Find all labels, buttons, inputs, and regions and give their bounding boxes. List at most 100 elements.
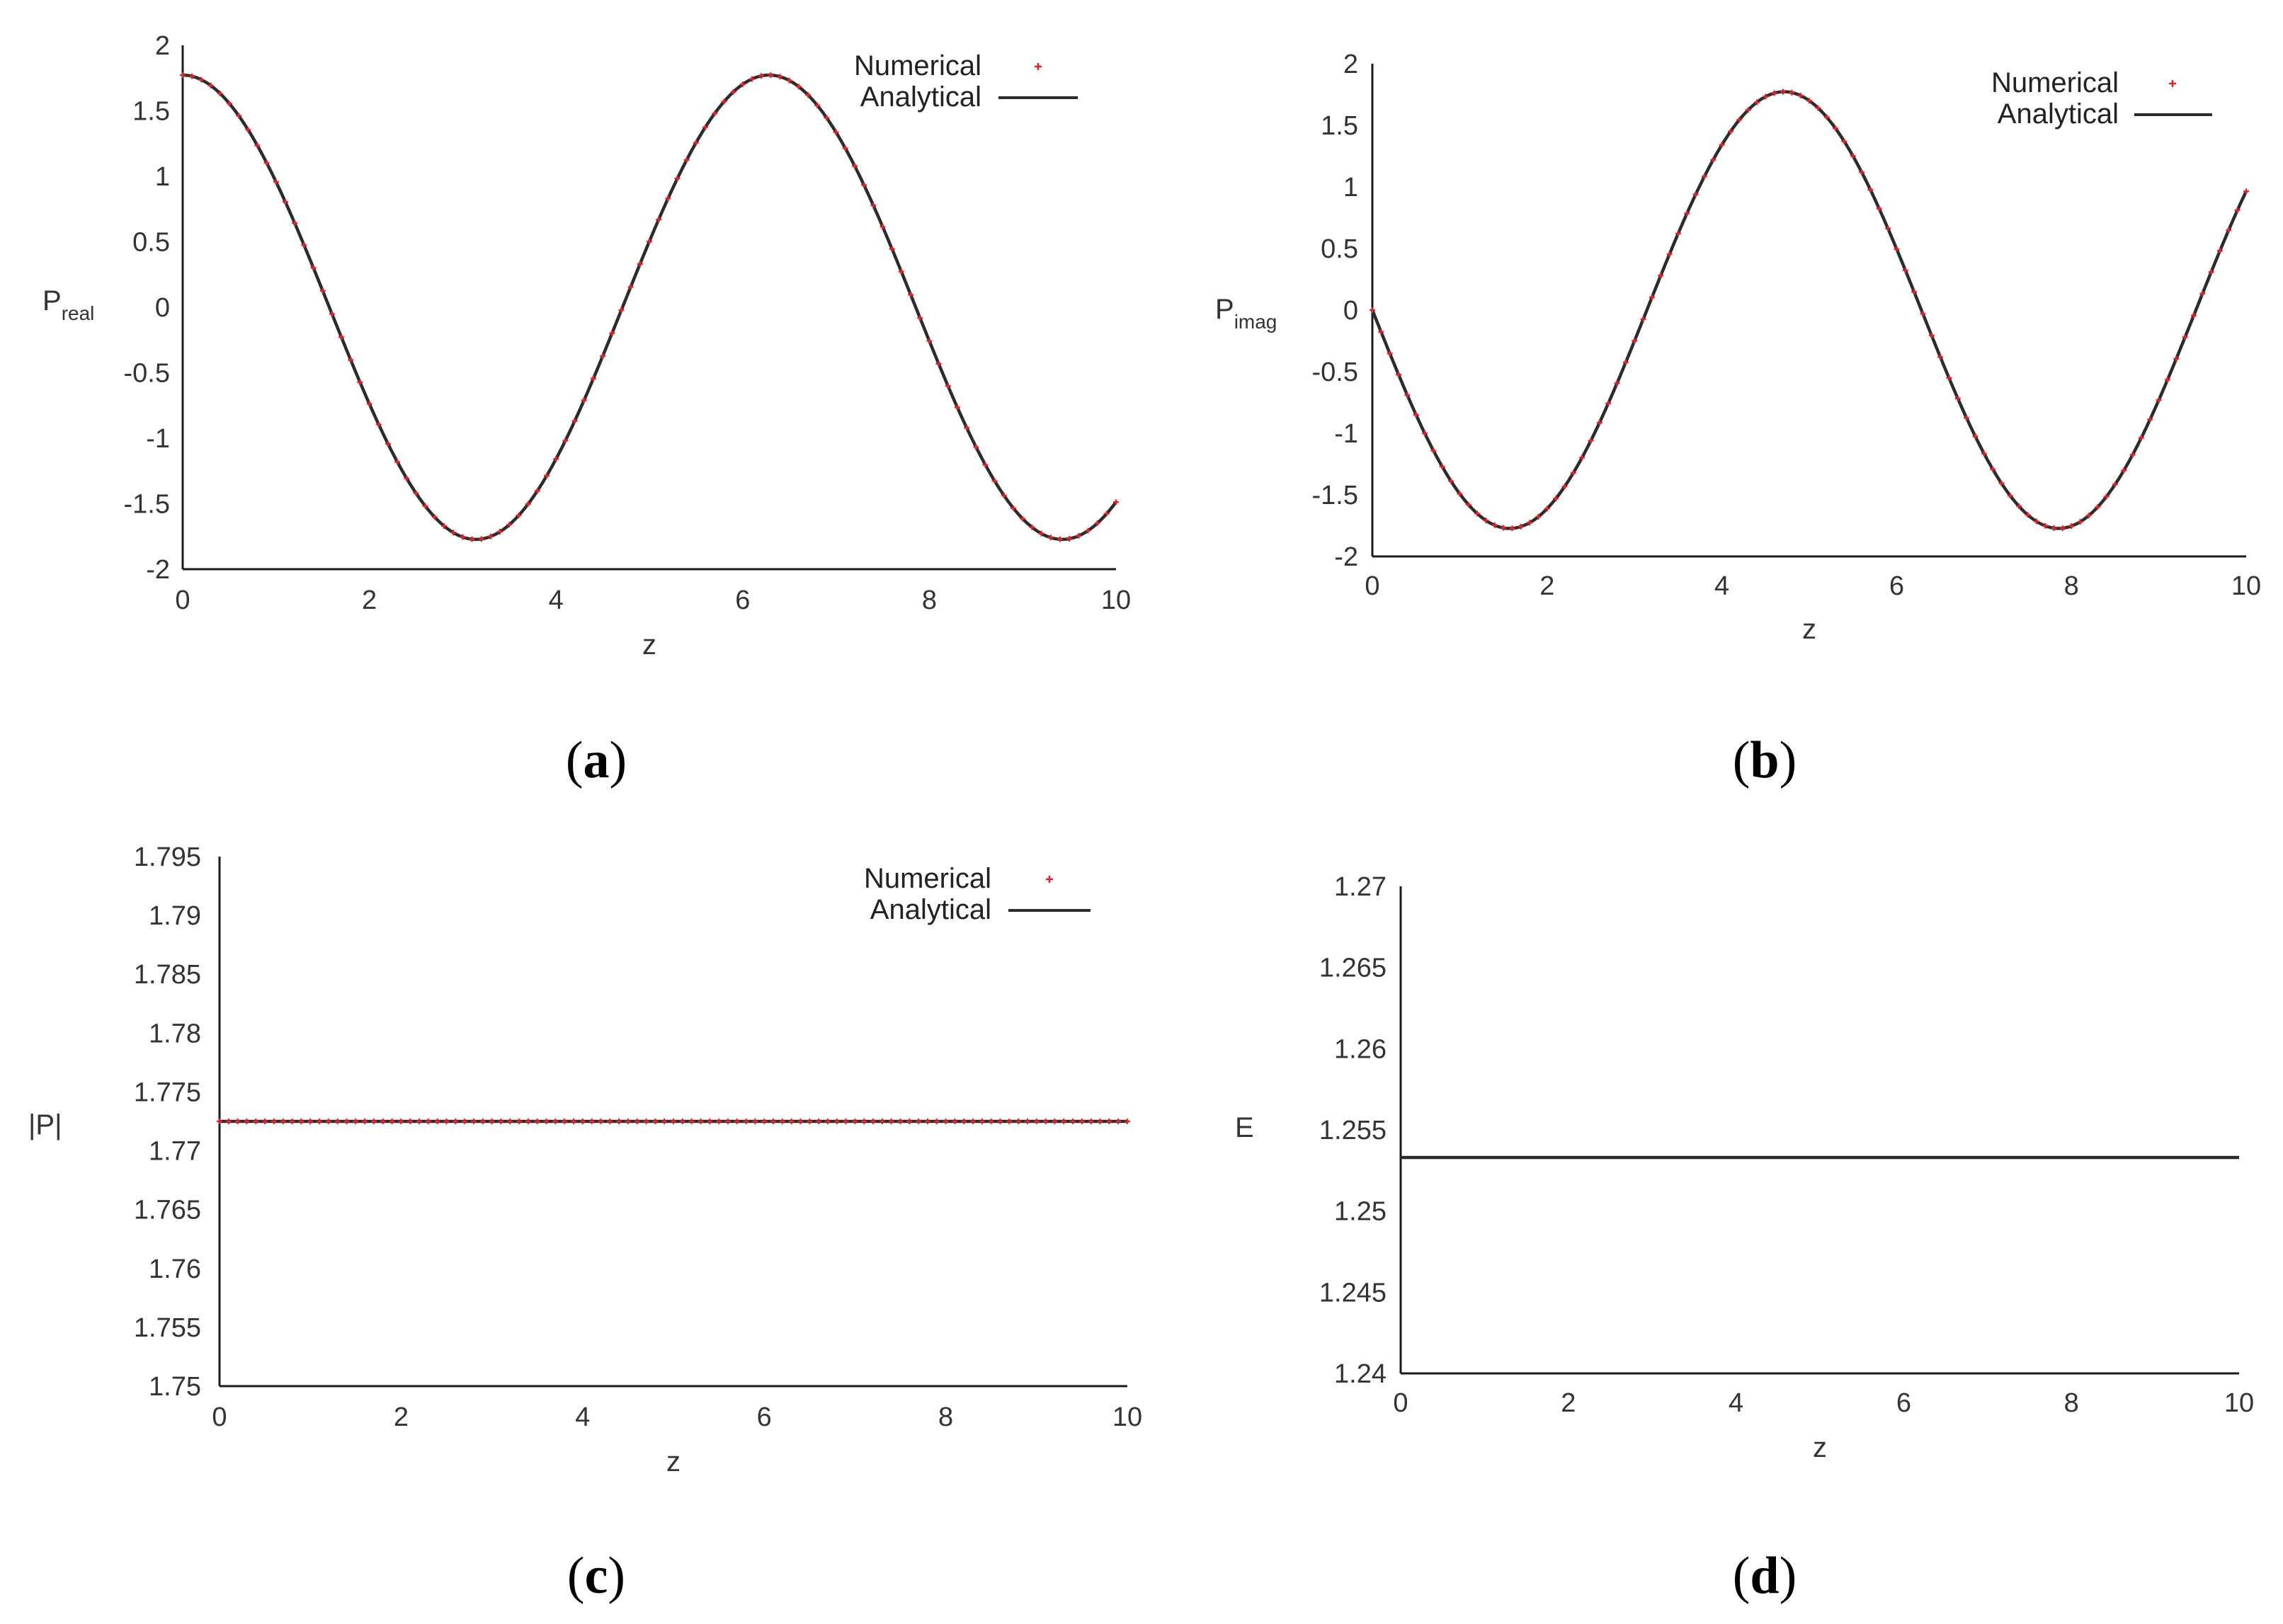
numerical-data-point (2129, 452, 2136, 458)
x-tick-label: 2 (362, 585, 377, 615)
numerical-data-point (552, 1119, 559, 1124)
numerical-data-point (470, 1119, 477, 1124)
numerical-data-point (1876, 205, 1882, 212)
numerical-data-point (370, 1119, 377, 1124)
y-tick-label: 1.26 (1334, 1034, 1387, 1064)
numerical-data-point (562, 1119, 568, 1124)
numerical-data-point (961, 1119, 967, 1124)
numerical-data-point (1850, 153, 1856, 159)
x-tick-label: 2 (1539, 571, 1554, 601)
numerical-data-point (1038, 530, 1044, 537)
numerical-data-point (661, 1119, 668, 1124)
numerical-data-point (1727, 128, 1733, 135)
numerical-data-point (394, 459, 401, 465)
numerical-data-point (1088, 1119, 1094, 1124)
numerical-data-point (2234, 207, 2241, 213)
numerical-data-point (416, 1119, 423, 1124)
x-tick-label: 6 (1896, 1388, 1911, 1418)
numerical-data-point (2085, 513, 2092, 519)
numerical-data-point (1911, 289, 1918, 295)
y-axis-label: E (1235, 1112, 1254, 1143)
numerical-data-point (824, 115, 830, 121)
numerical-data-point (1448, 478, 1454, 484)
numerical-data-point (1797, 93, 1804, 98)
numerical-data-point (462, 1119, 468, 1124)
numerical-data-point (1457, 491, 1463, 497)
numerical-data-point (656, 217, 662, 223)
numerical-data-point (1076, 532, 1082, 539)
numerical-data-point (2095, 504, 2101, 510)
y-tick-label: 1.24 (1334, 1359, 1387, 1389)
numerical-data-point (338, 334, 345, 341)
numerical-data-point (1649, 295, 1655, 300)
numerical-data-point (207, 82, 214, 88)
y-tick-label: 2 (155, 31, 170, 61)
numerical-data-point (945, 383, 951, 389)
x-tick-label: 4 (1714, 571, 1729, 601)
numerical-data-point (1684, 210, 1690, 217)
numerical-data-point (861, 1119, 867, 1124)
y-tick-label: -1.5 (1312, 481, 1358, 510)
numerical-data-point (788, 1119, 795, 1124)
caption-b-letter: b (1750, 731, 1779, 789)
legend-numerical-label: Numerical (864, 863, 991, 894)
panel-b: -2 -1.5 -1 -0.5 0 0.5 1 1.5 2 0 2 4 6 8 10 z Pimag Numeri… (1215, 50, 2261, 645)
numerical-data-point (1518, 523, 1524, 530)
numerical-data-point (469, 536, 475, 542)
numerical-data-point (2033, 518, 2039, 525)
numerical-data-point (870, 202, 877, 209)
y-tick-label: 0 (155, 293, 170, 323)
numerical-data-point (1474, 510, 1481, 517)
numerical-data-point (2243, 188, 2249, 195)
y-axis-label: |P| (28, 1109, 62, 1140)
x-tick-label: 0 (1393, 1388, 1408, 1418)
numerical-data-point (1491, 522, 1498, 528)
numerical-data-point (1841, 138, 1848, 144)
numerical-data-point (434, 1119, 440, 1124)
y-tick-label: -0.5 (1312, 358, 1358, 387)
numerical-data-point (1614, 380, 1620, 387)
numerical-data-point (1920, 311, 1926, 317)
numerical-data-point (507, 1119, 513, 1124)
numerical-data-point (1771, 90, 1777, 96)
numerical-data-point (1052, 1119, 1058, 1124)
numerical-data-point (2077, 519, 2083, 525)
numerical-data-point (716, 1119, 722, 1124)
numerical-data-point (973, 444, 979, 450)
numerical-data-point (1867, 187, 1874, 193)
x-tick-label: 4 (1729, 1388, 1743, 1418)
x-tick-label: 6 (757, 1402, 772, 1432)
numerical-data-point (263, 160, 270, 166)
numerical-data-point (683, 156, 690, 163)
numerical-data-point (807, 1119, 813, 1124)
y-tick-label: 1.245 (1319, 1278, 1387, 1308)
legend-numerical-marker (2169, 80, 2176, 87)
numerical-data-point (1823, 114, 1830, 120)
numerical-data-point (1430, 447, 1437, 454)
numerical-data-point (842, 145, 848, 151)
numerical-data-point (579, 1119, 586, 1124)
numerical-data-point (2138, 435, 2144, 441)
numerical-data-point (334, 1119, 341, 1124)
numerical-data-point (734, 1119, 740, 1124)
numerical-data-point (498, 1119, 504, 1124)
numerical-data-point (1736, 117, 1743, 123)
numerical-data-point (1396, 372, 1402, 378)
numerical-data-point (618, 307, 625, 314)
numerical-data-point (712, 110, 718, 117)
numerical-data-point (2182, 334, 2188, 341)
numerical-data-point (2226, 227, 2232, 233)
numerical-data-point (997, 1119, 1003, 1124)
numerical-data-point (525, 1119, 531, 1124)
x-tick-label: 6 (735, 585, 750, 615)
numerical-data-point (443, 1119, 450, 1124)
numerical-data-point (385, 440, 391, 447)
numerical-data-point (761, 1119, 768, 1124)
numerical-data-point (607, 1119, 613, 1124)
numerical-data-point (730, 88, 736, 95)
numerical-data-point (1719, 142, 1725, 148)
numerical-data-point (1815, 105, 1821, 111)
numerical-data-point (1047, 534, 1054, 541)
numerical-data-point (693, 139, 699, 146)
numerical-data-point (988, 1119, 994, 1124)
